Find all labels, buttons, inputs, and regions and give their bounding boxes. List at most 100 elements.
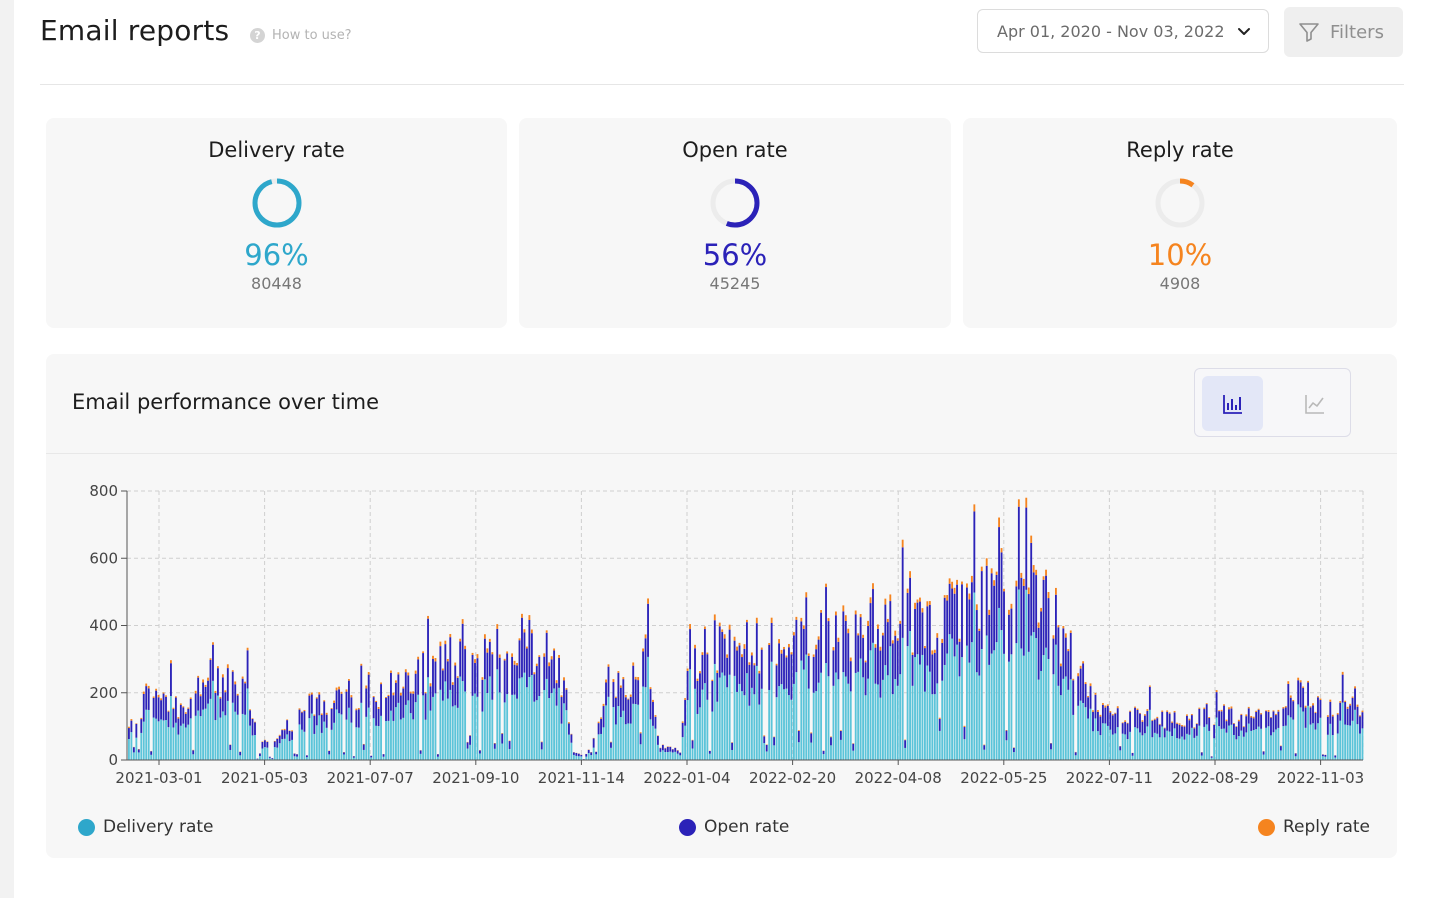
legend-delivery-rate[interactable]: Delivery rate: [78, 817, 214, 837]
bar-reply: [931, 650, 934, 655]
bar-delivery: [209, 698, 212, 760]
bar-reply: [506, 651, 509, 654]
bar-open: [975, 610, 978, 673]
bar-delivery: [1104, 723, 1107, 760]
bar-delivery: [422, 695, 425, 760]
bar-open: [330, 708, 333, 730]
bar-delivery: [1262, 754, 1265, 760]
bar-open: [355, 710, 358, 728]
bar-open: [320, 714, 323, 733]
legend-open-rate[interactable]: Open rate: [679, 817, 789, 837]
date-range-picker[interactable]: Apr 01, 2020 - Nov 03, 2022: [977, 9, 1269, 53]
bar-open: [1109, 712, 1112, 730]
bar-reply: [1205, 703, 1208, 705]
bar-delivery: [1260, 728, 1263, 760]
bar-delivery: [491, 699, 494, 760]
bar-reply: [394, 680, 397, 683]
bar-open: [701, 655, 704, 690]
bar-delivery: [1336, 733, 1339, 760]
bar-open: [226, 668, 229, 701]
line-chart-view-button[interactable]: [1284, 376, 1345, 431]
bar-reply: [691, 739, 694, 741]
bar-delivery: [1324, 756, 1327, 760]
bar-open: [565, 689, 568, 711]
bar-delivery: [669, 751, 672, 760]
bar-reply: [1242, 726, 1245, 728]
bar-reply: [963, 725, 966, 728]
bar-open: [498, 657, 501, 693]
bar-open: [241, 678, 244, 714]
bar-delivery: [773, 745, 776, 760]
bar-open: [822, 750, 825, 755]
bar-delivery: [830, 745, 832, 760]
bar-open: [847, 633, 850, 684]
bar-delivery: [340, 714, 343, 760]
bar-reply: [241, 676, 244, 679]
legend-label: Reply rate: [1283, 817, 1371, 837]
how-to-use-link[interactable]: ? How to use?: [250, 28, 352, 43]
bar-reply: [914, 602, 916, 609]
x-tick-label: 2022-11-03: [1277, 769, 1364, 787]
bar-reply: [249, 709, 251, 711]
bar-delivery: [592, 747, 595, 760]
bar-open: [812, 656, 815, 693]
bar-delivery: [728, 674, 731, 760]
bar-reply: [1232, 723, 1235, 724]
bar-open: [271, 758, 274, 759]
bar-reply: [390, 670, 392, 673]
bar-delivery: [1247, 723, 1250, 760]
bar-reply: [516, 662, 518, 666]
bar-open: [521, 617, 523, 678]
bar-reply: [985, 558, 988, 566]
bar-reply: [958, 638, 961, 642]
bar-delivery: [919, 664, 921, 760]
bar-delivery: [587, 753, 590, 760]
bar-open: [587, 749, 590, 754]
bar-open: [375, 701, 378, 726]
bar-reply: [681, 721, 684, 723]
bar-reply: [145, 683, 148, 687]
bar-delivery: [516, 698, 518, 760]
bar-open: [859, 617, 862, 659]
bar-delivery: [627, 723, 630, 760]
bar-reply: [340, 691, 343, 694]
bar-open: [1218, 711, 1220, 727]
bar-open: [1294, 753, 1297, 757]
bar-open: [1171, 722, 1174, 736]
bar-delivery: [899, 674, 902, 760]
bar-open: [1349, 705, 1352, 726]
bar-reply: [1163, 727, 1166, 729]
bar-delivery: [637, 704, 640, 760]
bar-reply: [1218, 710, 1220, 712]
filters-button[interactable]: Filters: [1284, 7, 1403, 57]
bar-reply: [889, 594, 892, 602]
bar-open: [1153, 719, 1156, 733]
bar-delivery: [911, 685, 914, 760]
bar-reply: [1267, 710, 1270, 712]
bar-open: [896, 640, 899, 686]
bar-open: [788, 647, 790, 696]
bar-delivery: [535, 700, 538, 760]
bar-reply: [523, 629, 526, 633]
bar-open: [1173, 712, 1176, 729]
bar-delivery: [810, 742, 813, 760]
bar-open: [263, 740, 266, 748]
bar-chart-view-button[interactable]: [1202, 376, 1263, 431]
bar-delivery: [1146, 726, 1149, 760]
bar-reply: [847, 628, 850, 634]
bar-reply: [775, 663, 778, 666]
bar-delivery: [953, 656, 956, 760]
bar-open: [189, 698, 192, 719]
bar-reply: [1126, 722, 1129, 724]
bar-open: [1012, 747, 1015, 753]
bar-reply: [760, 647, 763, 650]
bar-open: [610, 742, 612, 748]
bar-open: [548, 666, 551, 699]
bar-delivery: [783, 689, 785, 760]
bar-open: [649, 689, 652, 720]
chart-grid: [127, 490, 1364, 760]
bar-delivery: [706, 699, 709, 760]
bar-delivery: [392, 720, 395, 760]
legend-reply-rate[interactable]: Reply rate: [1258, 817, 1370, 837]
bar-open: [1183, 726, 1186, 740]
